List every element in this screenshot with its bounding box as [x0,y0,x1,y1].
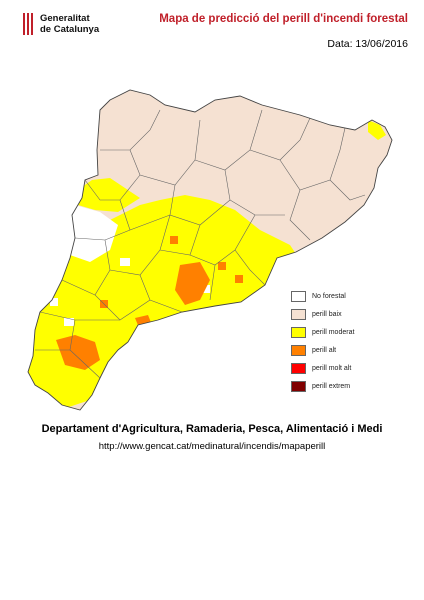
risk-zone-moderat-northeast [368,120,386,140]
legend-item-perill-moderat: perill moderat [291,323,354,341]
legend-swatch [291,326,306,338]
boundary-line [249,117,311,161]
legend-swatch [291,344,306,356]
legend-item-perill-alt: perill alt [291,341,354,359]
boundary-line [329,179,366,201]
legend-swatch [291,290,306,302]
boundary-line [289,189,311,241]
boundary-line [61,279,96,296]
risk-zone-alt-4 [218,262,226,270]
catalonia-fire-risk-map [27,89,393,411]
legend-item-no-forestal: No forestal [291,287,354,305]
map-legend: No forestal perill baix perill moderat p… [291,287,354,395]
boundary-line [94,269,151,321]
risk-zone-no-forestal-1 [120,258,130,266]
risk-zone-alt-2 [175,262,210,305]
legend-item-perill-baix: perill baix [291,305,354,323]
comarca-boundaries [35,109,366,379]
legend-label: perill moderat [312,328,355,336]
map-title: Mapa de predicció del perill d'incendi f… [159,13,408,25]
risk-zone-alt-5 [235,275,243,283]
boundary-line [100,109,161,151]
legend-label: perill molt alt [312,364,352,372]
boundary-line [119,174,171,231]
legend-item-perill-molt-alt: perill molt alt [291,359,354,377]
legend-label: perill alt [312,346,337,354]
senyera-logo-icon [22,13,34,35]
legend-label: perill extrem [312,382,351,390]
logo-text: Generalitat de Catalunya [40,13,99,35]
boundary-line [84,179,120,201]
catalonia-outline [27,89,393,411]
legend-swatch [291,362,306,374]
boundary-line [209,264,216,301]
risk-zone-no-forestal-2 [64,318,74,326]
source-url: http://www.gencat.cat/medinatural/incend… [98,441,326,452]
boundary-line [234,249,266,286]
risk-zones [28,120,386,410]
legend-item-perill-extrem: perill extrem [291,377,354,395]
generalitat-logo: Generalitat de Catalunya [22,13,99,35]
risk-zone-moderat-north [75,178,140,212]
department-name: Departament d'Agricultura, Ramaderia, Pe… [41,423,383,435]
legend-label: No forestal [312,292,346,300]
boundary-line [224,169,285,216]
legend-label: perill baix [312,310,342,318]
boundary-line [189,214,256,266]
legend-swatch [291,380,306,392]
risk-zone-alt-1 [56,335,100,370]
logo-line1: Generalitat [40,13,90,24]
risk-zone-alt-6 [170,236,178,244]
map-date: Data: 13/06/2016 [327,38,408,50]
boundary-line [169,184,231,226]
risk-zone-no-forestal-3 [50,298,58,306]
legend-swatch [291,308,306,320]
logo-line2: de Catalunya [40,24,100,35]
boundary-line [194,109,263,171]
